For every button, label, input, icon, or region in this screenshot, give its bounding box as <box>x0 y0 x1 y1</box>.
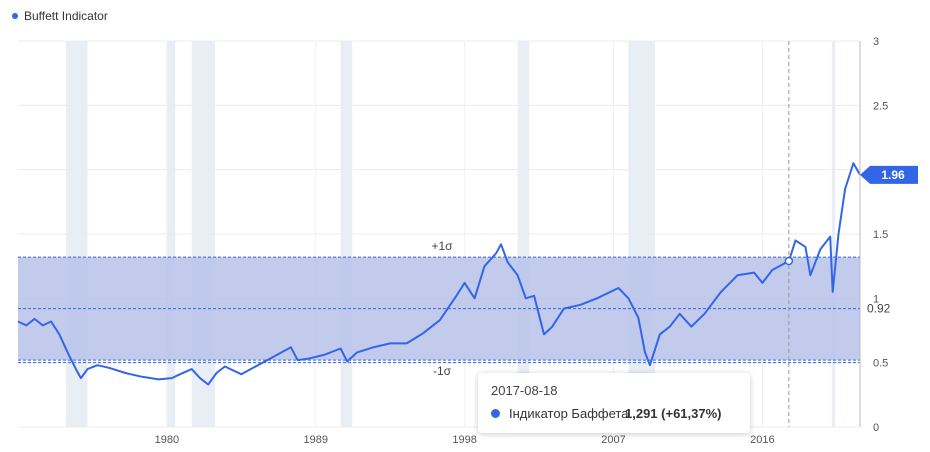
x-tick-label: 2007 <box>601 434 625 446</box>
current-value-badge-text: 1.96 <box>881 168 905 182</box>
current-value-badge-shape <box>860 165 918 184</box>
plus-sigma-label: +1σ <box>431 239 453 253</box>
x-tick-label: 1980 <box>155 434 179 446</box>
series-line <box>17 162 861 386</box>
mean-label: 0.92 <box>867 302 891 316</box>
tooltip-date: 2017-08-18 <box>491 383 558 398</box>
tooltip: 2017-08-18 Індикатор Баффета 1,291 (+61,… <box>478 373 750 433</box>
minus-sigma-label: -1σ <box>433 364 452 378</box>
y-tick-label: 1.5 <box>873 229 888 241</box>
x-tick-label: 1989 <box>304 434 328 446</box>
sigma-band: +1σ -1σ 0.92 <box>18 239 891 378</box>
x-tick-label: 2016 <box>750 434 774 446</box>
current-value-badge: 1.96 <box>860 165 918 184</box>
legend-dot-icon <box>12 13 18 19</box>
series-layer <box>17 41 861 427</box>
legend[interactable]: Buffett Indicator <box>12 9 108 23</box>
y-tick-label: 1 <box>873 293 879 305</box>
hover-point <box>784 256 794 266</box>
y-tick-label: 0.5 <box>873 358 888 370</box>
y-tick-label: 3 <box>873 36 879 48</box>
y-tick-label: 0 <box>873 422 879 434</box>
tooltip-series-label: Індикатор Баффета <box>509 406 629 421</box>
y-tick-label: 2.5 <box>873 100 888 112</box>
tooltip-series-dot-icon <box>491 409 500 418</box>
legend-label: Buffett Indicator <box>24 9 108 23</box>
tooltip-series-row: Індикатор Баффета <box>491 406 628 421</box>
x-tick-label: 1998 <box>452 434 476 446</box>
tooltip-value: 1,291 (+61,37%) <box>625 406 722 421</box>
